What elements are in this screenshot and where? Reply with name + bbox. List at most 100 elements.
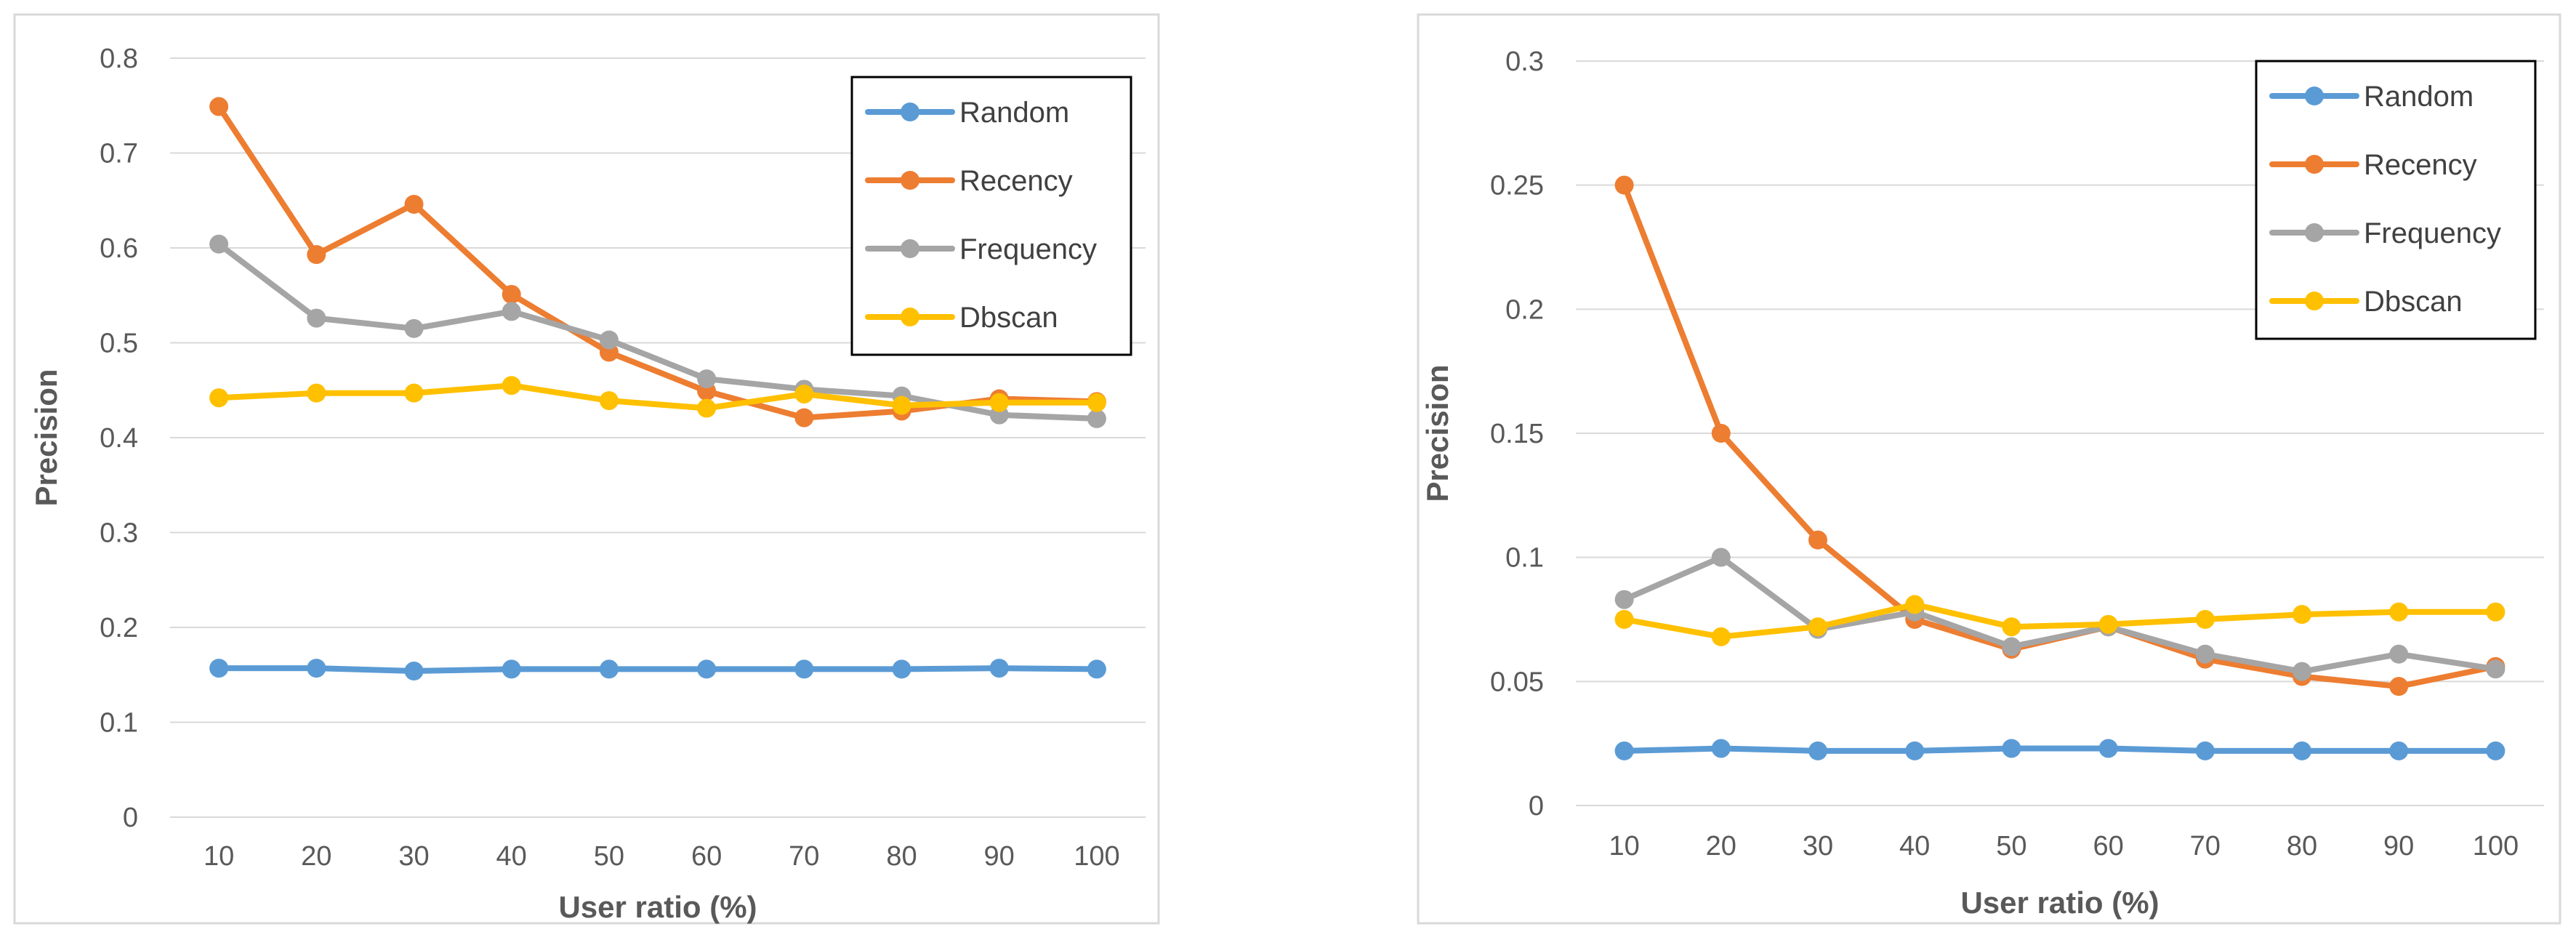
data-point bbox=[209, 388, 229, 408]
legend-label: Random bbox=[2364, 81, 2474, 113]
legend-swatch-marker bbox=[2305, 155, 2324, 174]
x-tick-label: 100 bbox=[2473, 831, 2519, 861]
data-point bbox=[1614, 590, 1634, 609]
data-point bbox=[307, 245, 326, 265]
data-point bbox=[2486, 741, 2505, 760]
data-point bbox=[209, 659, 229, 678]
chart-2: 0 0.05 0.1 0.15 0.2 0.25 0.3 10 20 30 40 50 60 70 80 90… bbox=[1417, 13, 2561, 925]
legend: Random Recency Frequency Dbscan bbox=[850, 76, 1132, 356]
legend-swatch-marker bbox=[901, 171, 919, 190]
x-tick-label: 30 bbox=[1803, 831, 1833, 861]
legend-entry-frequency: Frequency bbox=[2269, 217, 2501, 249]
data-point bbox=[794, 659, 814, 679]
data-point bbox=[502, 376, 521, 395]
data-point bbox=[989, 659, 1009, 678]
data-point bbox=[404, 383, 424, 403]
legend-swatch-marker bbox=[901, 308, 919, 326]
series-line-frequency bbox=[1621, 554, 2499, 675]
x-tick-label: 60 bbox=[2093, 831, 2123, 861]
x-axis-title: User ratio (%) bbox=[558, 890, 757, 924]
data-point bbox=[697, 659, 717, 679]
data-point bbox=[307, 383, 326, 403]
legend-swatch-marker bbox=[901, 103, 919, 121]
legend-label: Recency bbox=[2364, 149, 2477, 181]
data-point bbox=[1614, 610, 1634, 629]
data-point bbox=[1614, 175, 1634, 195]
data-point bbox=[404, 194, 424, 214]
data-point bbox=[2195, 610, 2215, 629]
data-point bbox=[1711, 547, 1731, 567]
x-tick-label: 100 bbox=[1074, 841, 1119, 872]
data-point bbox=[1087, 659, 1106, 679]
y-tick-label: 0.5 bbox=[100, 329, 138, 359]
data-point bbox=[2195, 644, 2215, 664]
x-tick-label: 20 bbox=[1706, 831, 1736, 861]
y-tick-label: 0 bbox=[123, 803, 138, 833]
data-point bbox=[502, 659, 521, 679]
legend-entry-recency: Recency bbox=[2269, 149, 2477, 181]
y-tick-label: 0.3 bbox=[100, 518, 138, 549]
data-point bbox=[2486, 602, 2505, 622]
data-point bbox=[794, 384, 814, 403]
x-tick-label: 40 bbox=[1899, 831, 1930, 861]
y-tick-label: 0.8 bbox=[100, 44, 138, 74]
x-axis-title: User ratio (%) bbox=[1960, 885, 2159, 920]
y-tick-label: 0.15 bbox=[1490, 419, 1544, 449]
legend-label: Recency bbox=[959, 165, 1073, 197]
y-tick-label: 0.1 bbox=[1505, 543, 1544, 574]
series-dbscan bbox=[1614, 595, 2505, 646]
legend-swatch-marker bbox=[2305, 87, 2324, 105]
data-point bbox=[1711, 739, 1731, 758]
data-point bbox=[209, 234, 229, 254]
legend-box bbox=[2255, 60, 2537, 340]
x-tick-label: 40 bbox=[496, 841, 527, 872]
legend-entry-frequency: Frequency bbox=[865, 233, 1097, 265]
data-point bbox=[1905, 741, 1925, 760]
data-point bbox=[1808, 741, 1827, 760]
data-point bbox=[404, 662, 424, 681]
legend-label: Dbscan bbox=[959, 302, 1058, 334]
y-axis-title: Precision bbox=[1420, 364, 1454, 502]
x-tick-label: 10 bbox=[204, 841, 234, 872]
data-point bbox=[1905, 595, 1925, 614]
x-tick-label: 10 bbox=[1609, 831, 1639, 861]
legend-entry-random: Random bbox=[865, 97, 1069, 129]
data-point bbox=[307, 308, 326, 328]
data-point bbox=[209, 97, 229, 116]
legend-swatch-marker bbox=[901, 239, 919, 258]
data-point bbox=[599, 659, 619, 679]
data-point bbox=[1614, 741, 1634, 760]
legend-swatch-marker bbox=[2305, 292, 2324, 310]
series-line-dbscan bbox=[216, 382, 1100, 411]
series-line-random bbox=[216, 665, 1100, 674]
data-point bbox=[697, 398, 717, 418]
y-tick-label: 0.1 bbox=[100, 708, 138, 739]
y-tick-label: 0.7 bbox=[100, 139, 138, 169]
series-line-dbscan bbox=[1621, 601, 2499, 640]
chart-1: 0 0.1 0.2 0.3 0.4 0.5 0.6 0.7 0.8 10 20 30 40 50 60 70 8… bbox=[13, 13, 1160, 925]
y-tick-label: 0.2 bbox=[100, 613, 138, 643]
x-tick-label: 80 bbox=[886, 841, 917, 872]
legend: Random Recency Frequency Dbscan bbox=[2255, 60, 2537, 340]
series-random bbox=[1614, 739, 2505, 760]
y-tick-label: 0.05 bbox=[1490, 667, 1544, 697]
data-point bbox=[794, 408, 814, 427]
data-point bbox=[2098, 739, 2118, 758]
data-point bbox=[989, 393, 1009, 412]
data-point bbox=[2293, 605, 2311, 624]
data-point bbox=[2486, 659, 2505, 679]
legend-label: Dbscan bbox=[2364, 286, 2463, 318]
data-point bbox=[2293, 662, 2311, 681]
data-point bbox=[2389, 741, 2409, 760]
series-dbscan bbox=[209, 376, 1106, 418]
data-point bbox=[2002, 617, 2021, 637]
legend-entry-random: Random bbox=[2269, 81, 2474, 113]
data-point bbox=[502, 302, 521, 321]
data-point bbox=[404, 318, 424, 338]
data-point bbox=[697, 369, 717, 389]
y-axis-title: Precision bbox=[29, 369, 63, 506]
data-point bbox=[2098, 614, 2118, 634]
x-tick-label: 50 bbox=[594, 841, 624, 872]
x-tick-label: 90 bbox=[2383, 831, 2414, 861]
series-random bbox=[209, 659, 1106, 681]
